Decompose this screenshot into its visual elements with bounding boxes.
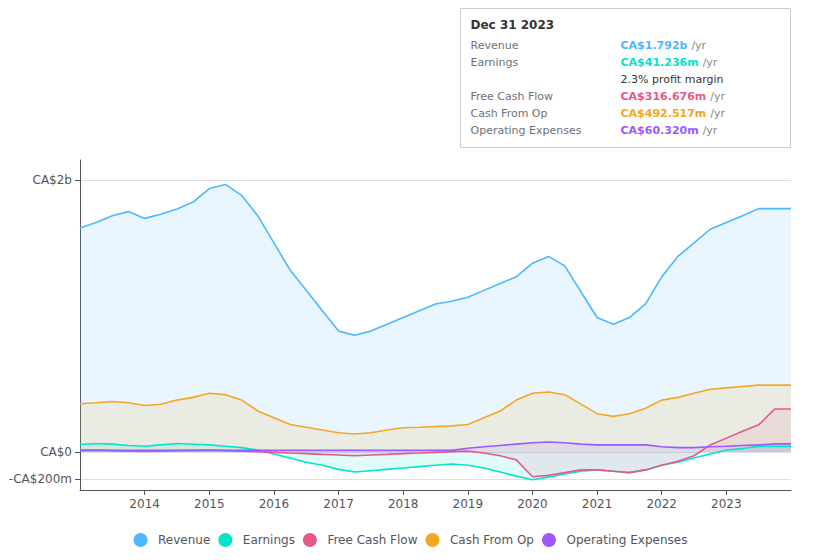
svg-text:/yr: /yr: [703, 56, 718, 69]
svg-text:Operating Expenses: Operating Expenses: [566, 533, 687, 547]
svg-text:CA$60.320m: CA$60.320m: [621, 124, 699, 137]
svg-text:-CA$200m: -CA$200m: [9, 472, 72, 486]
svg-text:2019: 2019: [453, 497, 484, 511]
svg-text:Free Cash Flow: Free Cash Flow: [327, 533, 417, 547]
svg-text:CA$41.236m: CA$41.236m: [621, 56, 699, 69]
svg-text:2022: 2022: [646, 497, 677, 511]
svg-text:2014: 2014: [129, 497, 160, 511]
svg-text:Revenue: Revenue: [471, 39, 519, 52]
svg-text:2015: 2015: [194, 497, 225, 511]
svg-text:/yr: /yr: [703, 124, 718, 137]
svg-text:Cash From Op: Cash From Op: [450, 533, 534, 547]
svg-text:2016: 2016: [259, 497, 290, 511]
svg-text:/yr: /yr: [710, 90, 725, 103]
svg-text:2018: 2018: [388, 497, 419, 511]
svg-text:/yr: /yr: [691, 39, 706, 52]
svg-text:Earnings: Earnings: [243, 533, 295, 547]
svg-text:Cash From Op: Cash From Op: [471, 107, 548, 120]
svg-text:2023: 2023: [711, 497, 742, 511]
svg-text:Operating Expenses: Operating Expenses: [471, 124, 582, 137]
svg-text:CA$2b: CA$2b: [33, 173, 72, 187]
svg-text:/yr: /yr: [710, 107, 725, 120]
svg-text:Dec 31 2023: Dec 31 2023: [471, 18, 555, 32]
svg-text:2020: 2020: [517, 497, 548, 511]
svg-text:Earnings: Earnings: [471, 56, 519, 69]
svg-text:CA$1.792b: CA$1.792b: [621, 39, 688, 52]
svg-text:Revenue: Revenue: [158, 533, 210, 547]
svg-text:CA$316.676m: CA$316.676m: [621, 90, 707, 103]
svg-text:CA$492.517m: CA$492.517m: [621, 107, 707, 120]
svg-text:Free Cash Flow: Free Cash Flow: [471, 90, 554, 103]
svg-text:2.3% profit margin: 2.3% profit margin: [621, 73, 724, 86]
svg-text:CA$0: CA$0: [40, 445, 72, 459]
svg-text:2017: 2017: [323, 497, 354, 511]
svg-text:2021: 2021: [582, 497, 613, 511]
